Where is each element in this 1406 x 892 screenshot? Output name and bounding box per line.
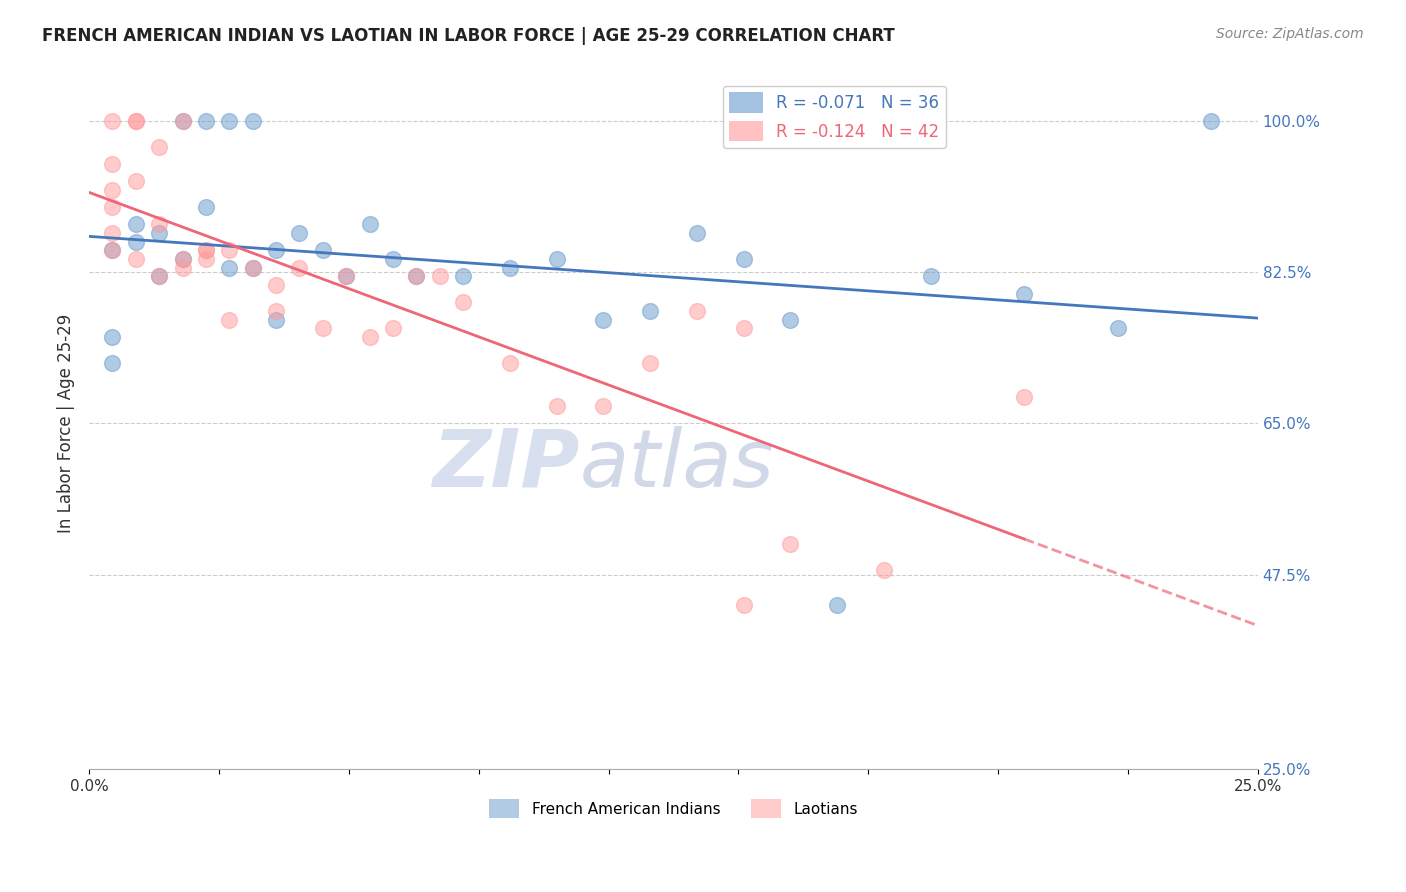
Point: [335, 269, 357, 284]
Point: [288, 260, 311, 275]
Point: [638, 304, 661, 318]
Point: [242, 260, 264, 275]
Point: [148, 269, 170, 284]
Point: [194, 113, 217, 128]
Point: [242, 113, 264, 128]
Point: [101, 244, 124, 258]
Point: [451, 269, 474, 284]
Point: [101, 113, 124, 128]
Point: [194, 244, 217, 258]
Point: [359, 330, 381, 344]
Point: [172, 113, 194, 128]
Point: [264, 244, 287, 258]
Point: [242, 260, 264, 275]
Point: [638, 356, 661, 370]
Point: [101, 356, 124, 370]
Point: [194, 200, 217, 214]
Point: [335, 269, 357, 284]
Point: [218, 260, 240, 275]
Point: [779, 312, 801, 326]
Point: [172, 252, 194, 266]
Point: [546, 252, 568, 266]
Point: [148, 139, 170, 153]
Point: [218, 244, 240, 258]
Point: [733, 252, 755, 266]
Point: [125, 113, 148, 128]
Point: [733, 321, 755, 335]
Point: [101, 244, 124, 258]
Legend: French American Indians, Laotians: French American Indians, Laotians: [482, 793, 865, 824]
Point: [779, 537, 801, 551]
Point: [592, 312, 614, 326]
Point: [125, 218, 148, 232]
Point: [172, 260, 194, 275]
Point: [920, 269, 942, 284]
Point: [148, 226, 170, 240]
Point: [381, 252, 404, 266]
Point: [1012, 286, 1035, 301]
Text: FRENCH AMERICAN INDIAN VS LAOTIAN IN LABOR FORCE | AGE 25-29 CORRELATION CHART: FRENCH AMERICAN INDIAN VS LAOTIAN IN LAB…: [42, 27, 896, 45]
Point: [1199, 113, 1222, 128]
Point: [218, 312, 240, 326]
Point: [686, 304, 709, 318]
Point: [101, 157, 124, 171]
Point: [125, 235, 148, 249]
Point: [312, 244, 335, 258]
Point: [499, 260, 522, 275]
Point: [592, 399, 614, 413]
Text: ZIP: ZIP: [433, 425, 579, 504]
Point: [733, 598, 755, 612]
Point: [194, 244, 217, 258]
Point: [101, 200, 124, 214]
Point: [172, 113, 194, 128]
Point: [451, 295, 474, 310]
Point: [686, 226, 709, 240]
Text: Source: ZipAtlas.com: Source: ZipAtlas.com: [1216, 27, 1364, 41]
Point: [125, 252, 148, 266]
Point: [264, 304, 287, 318]
Point: [148, 218, 170, 232]
Point: [359, 218, 381, 232]
Point: [312, 321, 335, 335]
Point: [194, 252, 217, 266]
Point: [546, 399, 568, 413]
Point: [148, 269, 170, 284]
Point: [873, 563, 896, 577]
Y-axis label: In Labor Force | Age 25-29: In Labor Force | Age 25-29: [58, 314, 75, 533]
Point: [405, 269, 427, 284]
Point: [381, 321, 404, 335]
Point: [125, 113, 148, 128]
Point: [101, 330, 124, 344]
Point: [101, 226, 124, 240]
Point: [1012, 391, 1035, 405]
Point: [172, 252, 194, 266]
Point: [101, 183, 124, 197]
Point: [264, 278, 287, 293]
Point: [288, 226, 311, 240]
Point: [825, 598, 848, 612]
Point: [405, 269, 427, 284]
Point: [499, 356, 522, 370]
Point: [1107, 321, 1129, 335]
Text: atlas: atlas: [579, 425, 775, 504]
Point: [264, 312, 287, 326]
Point: [125, 174, 148, 188]
Point: [218, 113, 240, 128]
Point: [429, 269, 451, 284]
